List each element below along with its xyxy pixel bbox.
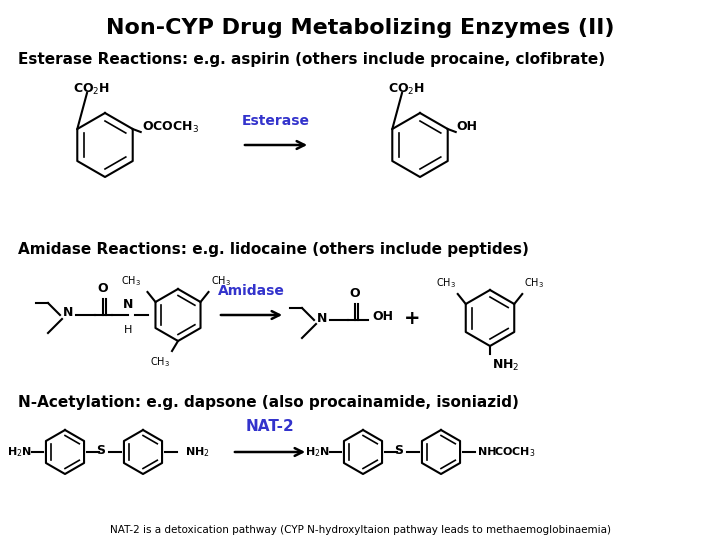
Text: CH$_3$: CH$_3$ [436,276,456,290]
Text: H: H [124,325,132,335]
Text: CH$_3$: CH$_3$ [524,276,544,290]
Text: Esterase: Esterase [242,114,310,128]
Text: CH$_3$: CH$_3$ [150,355,170,369]
Text: NH$_2$: NH$_2$ [185,445,210,459]
Text: COCH$_3$: COCH$_3$ [494,445,536,459]
Text: CO$_2$H: CO$_2$H [73,82,110,97]
Text: OCOCH$_3$: OCOCH$_3$ [142,119,199,134]
Text: S: S [395,443,403,456]
Text: NAT-2: NAT-2 [246,419,294,434]
Text: OH: OH [372,309,393,322]
Text: +: + [404,308,420,327]
Text: NH$_2$: NH$_2$ [492,358,519,373]
Text: O: O [350,287,360,300]
Text: CO$_2$H: CO$_2$H [388,82,425,97]
Text: H$_2$N: H$_2$N [7,445,32,459]
Text: CH$_3$: CH$_3$ [210,274,230,288]
Text: Amidase: Amidase [217,284,284,298]
Text: NAT-2 is a detoxication pathway (CYP N-hydroxyltaion pathway leads to methaemogl: NAT-2 is a detoxication pathway (CYP N-h… [109,525,611,535]
Text: OH: OH [456,120,477,133]
Text: Amidase Reactions: e.g. lidocaine (others include peptides): Amidase Reactions: e.g. lidocaine (other… [18,242,529,257]
Text: H$_2$N: H$_2$N [305,445,330,459]
Text: O: O [98,282,108,295]
Text: N: N [63,307,73,320]
Text: N: N [317,312,327,325]
Text: S: S [96,443,106,456]
Text: N-Acetylation: e.g. dapsone (also procainamide, isoniazid): N-Acetylation: e.g. dapsone (also procai… [18,395,519,410]
Text: Esterase Reactions: e.g. aspirin (others include procaine, clofibrate): Esterase Reactions: e.g. aspirin (others… [18,52,605,67]
Text: N: N [123,298,133,311]
Text: Non-CYP Drug Metabolizing Enzymes (II): Non-CYP Drug Metabolizing Enzymes (II) [106,18,614,38]
Text: CH$_3$: CH$_3$ [122,274,142,288]
Text: NH: NH [478,447,497,457]
